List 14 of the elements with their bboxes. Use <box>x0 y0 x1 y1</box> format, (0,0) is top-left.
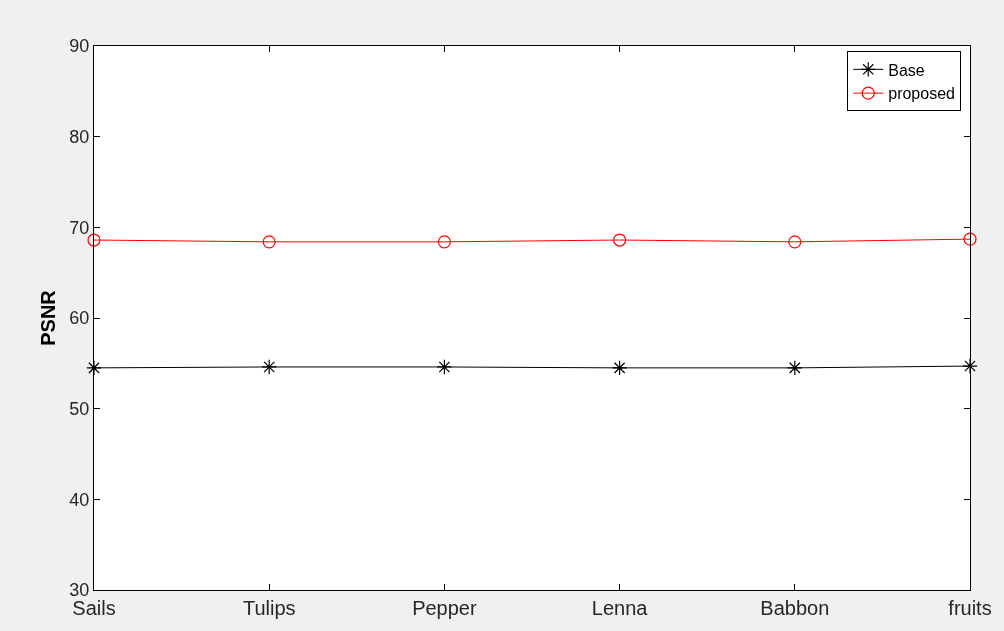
y-tick-label: 90 <box>69 36 90 57</box>
x-tick-label: Babbon <box>760 597 830 619</box>
x-tick-label: Pepper <box>412 597 477 619</box>
x-tick-label: Lenna <box>591 597 649 619</box>
legend-label: Base <box>888 61 925 79</box>
y-tick-label: 60 <box>69 308 90 329</box>
y-tick-label: 80 <box>69 126 90 147</box>
x-tick-label: fruits <box>948 597 992 619</box>
y-tick-label: 50 <box>69 398 90 419</box>
legend-label: proposed <box>888 85 955 103</box>
y-tick-label: 70 <box>69 217 90 238</box>
x-tick-label: Tulips <box>242 597 296 619</box>
y-axis-title: PSNR <box>36 289 59 346</box>
y-tick-label: 40 <box>69 489 90 510</box>
